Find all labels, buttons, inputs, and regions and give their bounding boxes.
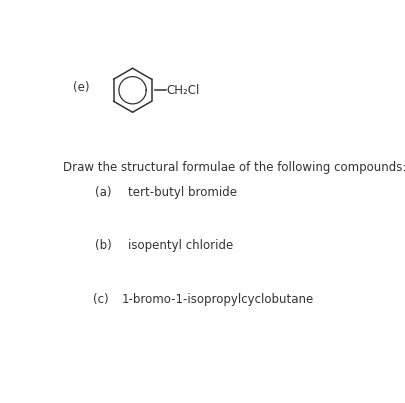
Text: (e): (e) (72, 81, 89, 93)
Text: CH₂Cl: CH₂Cl (166, 84, 199, 97)
Text: tert-butyl bromide: tert-butyl bromide (128, 186, 236, 199)
Text: (a): (a) (95, 186, 111, 199)
Text: Draw the structural formulae of the following compounds:: Draw the structural formulae of the foll… (63, 161, 405, 174)
Text: (b): (b) (95, 239, 111, 252)
Text: 1-bromo-1-isopropylcyclobutane: 1-bromo-1-isopropylcyclobutane (121, 293, 313, 306)
Text: (c): (c) (93, 293, 109, 306)
Text: isopentyl chloride: isopentyl chloride (128, 239, 232, 252)
